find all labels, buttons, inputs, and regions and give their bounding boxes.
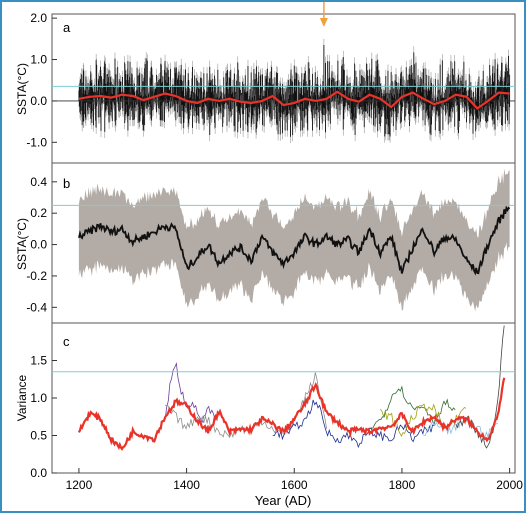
y-axis-label: SSTA(°C) <box>15 63 29 115</box>
panel-c: 0.0 0.5 1.0 1.5 1200 1400 1600 1800 2000 c Vari… <box>15 322 523 508</box>
y-tick-label: 0.0 <box>30 94 47 108</box>
smoothed-series-line <box>78 90 510 110</box>
y-tick-label: 0.5 <box>30 429 47 443</box>
y-tick-label: 2.0 <box>30 11 47 25</box>
variance-series-line <box>369 385 456 429</box>
y-tick-label: 1.0 <box>30 391 47 405</box>
variance-series-group <box>164 325 505 449</box>
reference-lines <box>52 85 515 102</box>
y-tick-label: 0.4 <box>30 175 47 189</box>
y-tick-label: -1.0 <box>26 135 47 149</box>
panel-c-frame <box>51 322 516 474</box>
y-tick-label: 0.0 <box>30 466 47 480</box>
panel-label-a: a <box>63 20 71 35</box>
marker-arrow-head <box>319 18 328 27</box>
mean-series-line <box>78 205 511 276</box>
panel-label-b: b <box>63 176 70 191</box>
y-ticks: -1.0 0.0 1.0 2.0 <box>26 11 57 149</box>
x-tick-label: 1800 <box>389 478 416 492</box>
y-tick-label: -0.4 <box>26 300 47 314</box>
panel-label-c: c <box>63 334 70 349</box>
panel-a: -1.0 0.0 1.0 2.0 a SSTA(°C) <box>15 2 516 164</box>
y-tick-label: 1.5 <box>30 354 47 368</box>
mean-variance-line <box>77 377 506 452</box>
y-tick-label: 0.0 <box>30 238 47 252</box>
y-ticks: 0.0 0.5 1.0 1.5 <box>30 354 57 480</box>
y-tick-label: -0.2 <box>26 269 47 283</box>
x-tick-label: 1400 <box>173 478 200 492</box>
x-tick-label: 1600 <box>281 478 308 492</box>
x-ticks: 1200 1400 1600 1800 2000 <box>66 468 523 492</box>
variance-series-line <box>272 399 435 449</box>
y-ticks: -0.4 -0.2 0.0 0.2 0.4 <box>26 175 57 314</box>
y-axis-label: SSTA(°C) <box>15 218 29 270</box>
x-tick-label: 2000 <box>496 478 523 492</box>
y-tick-label: 0.2 <box>30 206 47 220</box>
annual-bars <box>78 38 511 143</box>
variance-series-line <box>455 325 505 449</box>
marker-arrow <box>319 2 328 27</box>
y-tick-label: 1.0 <box>30 53 47 67</box>
x-axis-label: Year (AD) <box>255 493 312 508</box>
y-axis-label: Variance <box>15 374 29 421</box>
variance-series-line <box>164 361 219 424</box>
uncertainty-band <box>78 168 510 312</box>
x-tick-label: 1200 <box>66 478 93 492</box>
panel-b: -0.4 -0.2 0.0 0.2 0.4 b SSTA(°C) <box>15 162 516 324</box>
